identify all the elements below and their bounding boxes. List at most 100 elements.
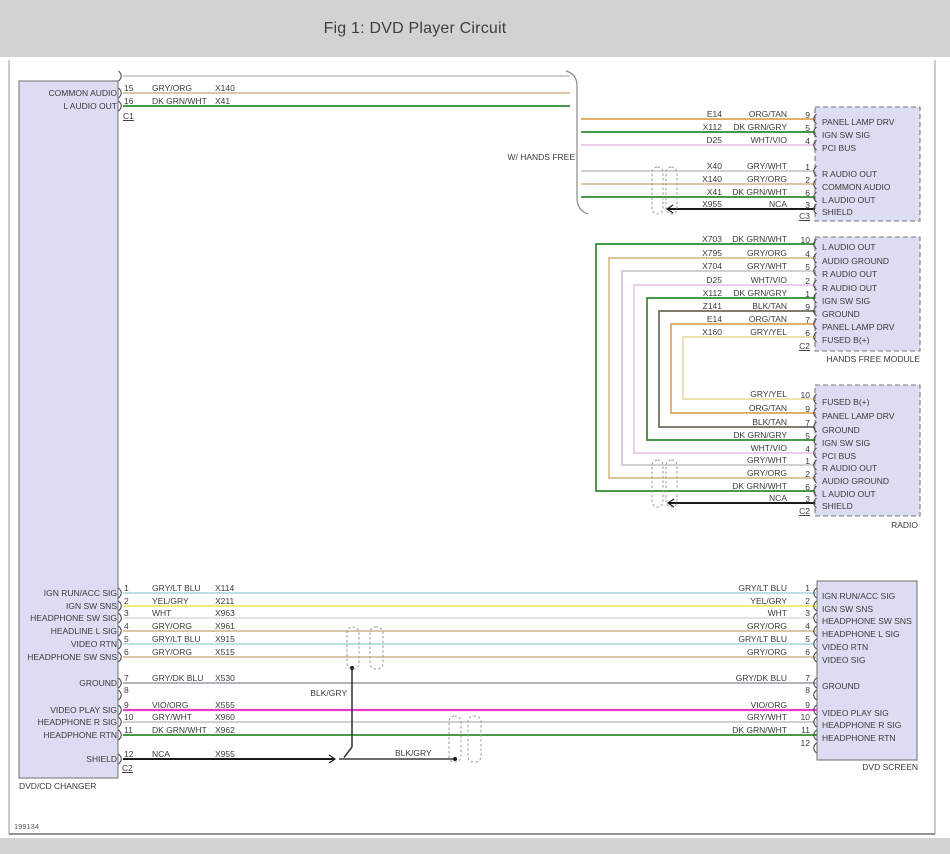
circuit-code: X40 [706, 161, 722, 171]
module-pin-label: FUSED B(+) [822, 335, 870, 345]
pin-bracket [813, 587, 817, 599]
pin-bracket [813, 497, 817, 509]
wire-color-label: GRY/DK BLU [735, 673, 787, 683]
circuit-code: X41 [215, 96, 231, 106]
circuit-code: X160 [702, 327, 722, 337]
pin-number: 1 [805, 162, 810, 172]
radio-box [814, 384, 921, 517]
pin-bracket [813, 704, 817, 716]
wire-color-label: DK GRN/GRY [733, 122, 787, 132]
wire-color-label: NCA [769, 199, 787, 209]
screen-pin-label: IGN SW SNS [822, 604, 874, 614]
pin-bracket [118, 729, 122, 741]
module-pin-label: L AUDIO OUT [822, 489, 876, 499]
wire-color-label: DK GRN/WHT [152, 725, 207, 735]
dvd-cd-changer-name: DVD/CD CHANGER [19, 781, 97, 791]
circuit-code: X140 [702, 174, 722, 184]
wire-color-label: YEL/GRY [750, 596, 787, 606]
changer-pin-label: VIDEO RTN [70, 639, 117, 649]
pin-number: 2 [805, 276, 810, 286]
pin-number: 3 [805, 608, 810, 618]
diagram-canvas [0, 57, 950, 838]
splice-dot [453, 757, 457, 761]
pin-bracket [118, 625, 122, 637]
changer-pin-label: GROUND [79, 678, 117, 688]
module-pin-label: GROUND [822, 425, 860, 435]
pin-number: 16 [124, 96, 134, 106]
wire-color-label: GRY/LT BLU [152, 634, 201, 644]
pin-bracket [118, 587, 122, 599]
pin-number: 8 [805, 685, 810, 695]
pin-bracket [813, 716, 817, 728]
wire-color-label: ORG/TAN [748, 314, 787, 324]
circuit-code: X114 [215, 583, 235, 593]
inline-connector-icon [467, 715, 482, 763]
pin-number: 4 [124, 621, 129, 631]
wire-color-label: GRY/DK BLU [152, 673, 204, 683]
module-pin-label: PCI BUS [822, 451, 857, 461]
pin-number: 4 [805, 621, 810, 631]
pin-number: 6 [805, 328, 810, 338]
screen-pin-label: VIDEO PLAY SIG [822, 708, 889, 718]
circuit-code: X703 [702, 234, 722, 244]
circuit-code: E14 [706, 109, 722, 119]
wire-color-label: GRY/ORG [747, 468, 787, 478]
splice-wire-label: BLK/GRY [310, 688, 347, 698]
pin-number: 2 [124, 596, 129, 606]
module-pin-label: AUDIO GROUND [822, 256, 890, 266]
wire-run [658, 310, 815, 428]
circuit-code: Z141 [702, 301, 722, 311]
connector-label: C2 [122, 763, 133, 773]
module-pin-label: COMMON AUDIO [822, 182, 891, 192]
circuit-code: X41 [706, 187, 722, 197]
pin-number: 9 [805, 404, 810, 414]
splice-wire-label: BLK/GRY [395, 748, 432, 758]
wire-color-label: GRY/WHT [747, 712, 787, 722]
pin-number: 9 [805, 302, 810, 312]
wire-color-label: GRY/ORG [152, 83, 192, 93]
circuit-code: D25 [706, 135, 722, 145]
wire-color-label: GRY/WHT [747, 161, 787, 171]
wire-color-label: ORG/TAN [748, 109, 787, 119]
pin-number: 7 [805, 673, 810, 683]
circuit-code: X211 [215, 596, 235, 606]
pin-number: 9 [124, 700, 129, 710]
pin-bracket [813, 139, 817, 151]
shield-arrow-icon [328, 754, 337, 764]
wire-color-label: DK GRN/WHT [732, 234, 787, 244]
wire-color-label: GRY/ORG [747, 248, 787, 258]
module-pin-label: FUSED B(+) [822, 397, 870, 407]
wire-color-label: DK GRN/GRY [733, 430, 787, 440]
circuit-code: X555 [215, 700, 235, 710]
pin-bracket [813, 689, 817, 701]
pin-bracket [813, 600, 817, 612]
pin-number: 9 [805, 700, 810, 710]
pin-number: 5 [805, 123, 810, 133]
module-pin-label: GROUND [822, 309, 860, 319]
circuit-code: X955 [215, 749, 235, 759]
circuit-code: X962 [215, 725, 235, 735]
circuit-code: X915 [215, 634, 235, 644]
hands-free-module-box [814, 106, 921, 222]
module-pin-label: PCI BUS [822, 143, 857, 153]
module-pin-label: PANEL LAMP DRV [822, 411, 895, 421]
pin-bracket [813, 677, 817, 689]
pin-number: 1 [805, 456, 810, 466]
pin-number: 6 [805, 188, 810, 198]
pin-bracket [813, 393, 817, 405]
screen-pin-label: HEADPHONE SW SNS [822, 616, 912, 626]
screen-pin-label: VIDEO RTN [822, 642, 869, 652]
pin-number: 9 [805, 110, 810, 120]
hands-free-module-name: HANDS FREE MODULE [826, 354, 920, 364]
pin-number: 11 [124, 725, 133, 735]
wire-color-label: NCA [152, 749, 170, 759]
pin-bracket [813, 305, 817, 317]
wire-color-label: WHT/VIO [750, 275, 787, 285]
pin-bracket [118, 612, 122, 624]
pin-number: 5 [805, 262, 810, 272]
pin-number: 4 [805, 249, 810, 259]
pin-number: 10 [800, 390, 810, 400]
pin-number: 1 [805, 583, 810, 593]
changer-pin-label: HEADPHONE SW SIG [30, 613, 117, 623]
